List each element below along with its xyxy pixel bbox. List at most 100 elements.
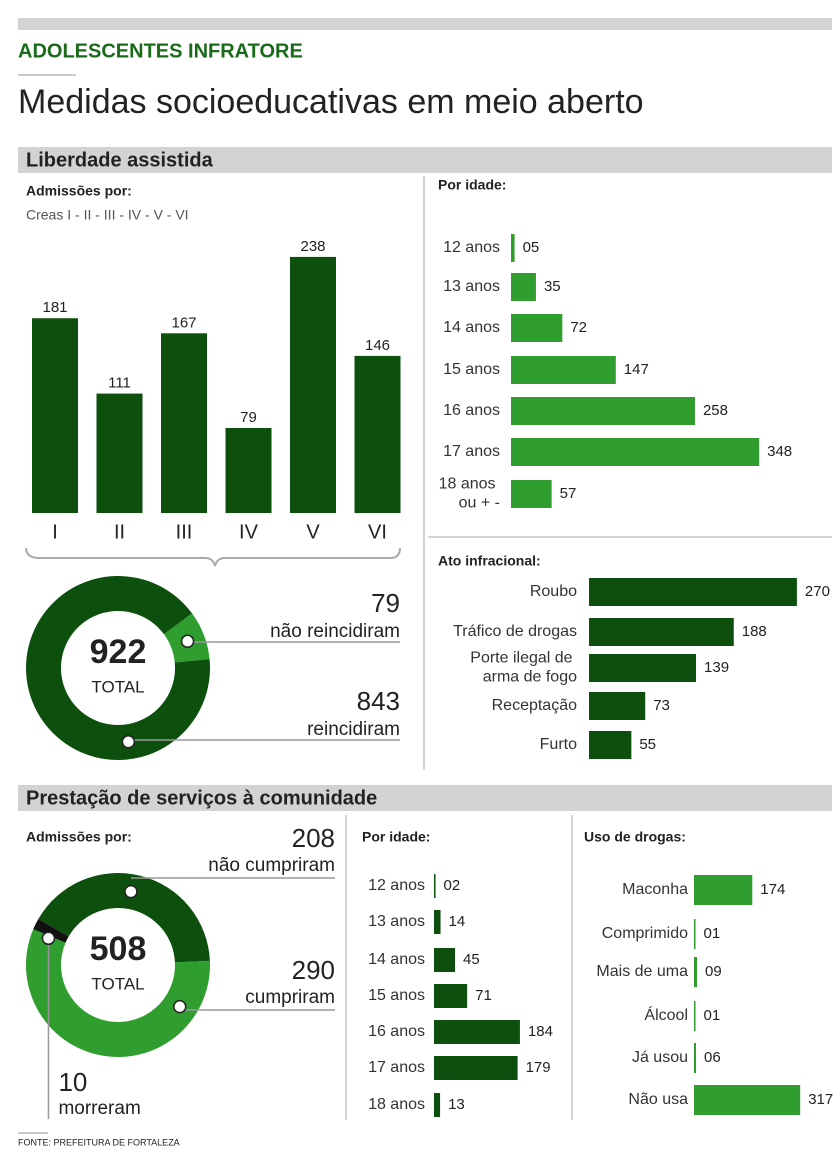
- value-label: 139: [704, 659, 729, 676]
- value-label: 184: [528, 1023, 553, 1040]
- top-bar: [18, 18, 832, 30]
- x-tick-label: VI: [368, 521, 387, 543]
- value-label: 258: [703, 402, 728, 419]
- value-label: 174: [760, 881, 785, 898]
- section-title: Prestação de serviços à comunidade: [26, 787, 377, 809]
- value-label: 79: [240, 409, 257, 426]
- chart-title: Por idade:: [362, 829, 430, 845]
- bar: [694, 957, 698, 987]
- chart-title: Admissões por:: [26, 183, 132, 199]
- value-label: 146: [365, 337, 390, 354]
- value-label: 238: [300, 238, 325, 255]
- category-label: Tráfico de drogas: [453, 623, 577, 640]
- chart-title: Uso de drogas:: [584, 829, 686, 845]
- segment-label: morreram: [58, 1098, 140, 1119]
- bar: [589, 654, 697, 682]
- bar: [290, 256, 336, 513]
- value-label: 01: [704, 1007, 721, 1024]
- category-label: 14 anos: [443, 319, 500, 336]
- category-label: 12 anos: [443, 239, 500, 256]
- bar: [694, 1001, 696, 1031]
- value-label: 167: [171, 314, 196, 331]
- value-label: 270: [805, 583, 830, 600]
- category-label: Furto: [540, 736, 577, 753]
- bar: [511, 314, 563, 342]
- donut-total-label: TOTAL: [91, 974, 144, 993]
- segment-value: 290: [292, 955, 335, 985]
- x-tick-label: V: [306, 521, 320, 543]
- value-label: 57: [560, 485, 577, 502]
- category-label: 14 anos: [368, 951, 425, 968]
- bar: [589, 731, 632, 759]
- bar: [434, 984, 468, 1008]
- leader-dot: [41, 931, 56, 946]
- category-label: 12 anos: [368, 877, 425, 894]
- value-label: 188: [742, 623, 767, 640]
- bar: [694, 1043, 697, 1073]
- segment-label: não cumpriram: [208, 855, 335, 876]
- bar: [434, 1056, 518, 1080]
- category-label: Já usou: [632, 1049, 688, 1066]
- value-label: 14: [449, 913, 466, 930]
- chart-subtitle: Creas I - II - III - IV - V - VI: [26, 207, 189, 223]
- value-label: 179: [526, 1059, 551, 1076]
- value-label: 111: [108, 375, 131, 392]
- source: FONTE: PREFEITURA DE FORTALEZA: [18, 1137, 180, 1147]
- donut-total: 508: [90, 930, 147, 968]
- value-label: 73: [653, 697, 670, 714]
- donut-segment: [33, 919, 69, 943]
- category-label: 13 anos: [368, 913, 425, 930]
- x-tick-label: IV: [239, 521, 259, 543]
- bar: [694, 1085, 801, 1115]
- chart-title: Por idade:: [438, 177, 506, 193]
- bar: [32, 318, 78, 513]
- segment-value: 208: [292, 823, 335, 853]
- value-label: 45: [463, 951, 480, 968]
- bar: [694, 875, 753, 905]
- brace: [25, 547, 401, 567]
- category-label: 16 anos: [443, 402, 500, 419]
- x-tick-label: I: [52, 521, 58, 543]
- value-label: 317: [808, 1091, 833, 1108]
- value-label: 72: [570, 319, 587, 336]
- segment-label: não reincidiram: [270, 621, 400, 642]
- leader-dot: [173, 999, 187, 1014]
- donut-total-label: TOTAL: [91, 677, 144, 696]
- x-tick-label: III: [176, 521, 193, 543]
- bar: [511, 273, 536, 301]
- category-label: Porte ilegal de arma de fogo: [470, 650, 577, 686]
- category-label: 18 anos: [368, 1096, 425, 1113]
- value-label: 09: [705, 963, 722, 980]
- bar: [161, 333, 207, 513]
- category-label: 15 anos: [443, 361, 500, 378]
- donut-total: 922: [90, 633, 147, 671]
- segment-label: cumpriram: [245, 987, 335, 1008]
- section-bar: [18, 147, 832, 173]
- leader-dot: [180, 634, 195, 649]
- value-label: 01: [704, 925, 721, 942]
- bar: [511, 438, 760, 466]
- bar: [511, 480, 552, 508]
- segment-value: 10: [58, 1067, 87, 1097]
- kicker: ADOLESCENTES INFRATORE: [18, 40, 303, 62]
- donut-segment: [26, 929, 210, 1057]
- value-label: 55: [639, 736, 656, 753]
- section-title: Liberdade assistida: [26, 149, 214, 171]
- value-label: 13: [448, 1096, 465, 1113]
- value-label: 35: [544, 278, 561, 295]
- bar: [434, 910, 441, 934]
- bar: [694, 919, 696, 949]
- category-label: Álcool: [644, 1005, 688, 1024]
- donut-segment: [38, 873, 210, 963]
- category-label: Não usa: [628, 1091, 688, 1108]
- leader-dot: [124, 884, 138, 899]
- value-label: 05: [523, 239, 540, 256]
- category-label: Roubo: [530, 583, 577, 600]
- category-label: 18 anos ou + -: [439, 476, 500, 512]
- bar: [511, 356, 616, 384]
- category-label: 13 anos: [443, 278, 500, 295]
- category-label: Comprimido: [602, 925, 688, 942]
- value-label: 06: [704, 1049, 721, 1066]
